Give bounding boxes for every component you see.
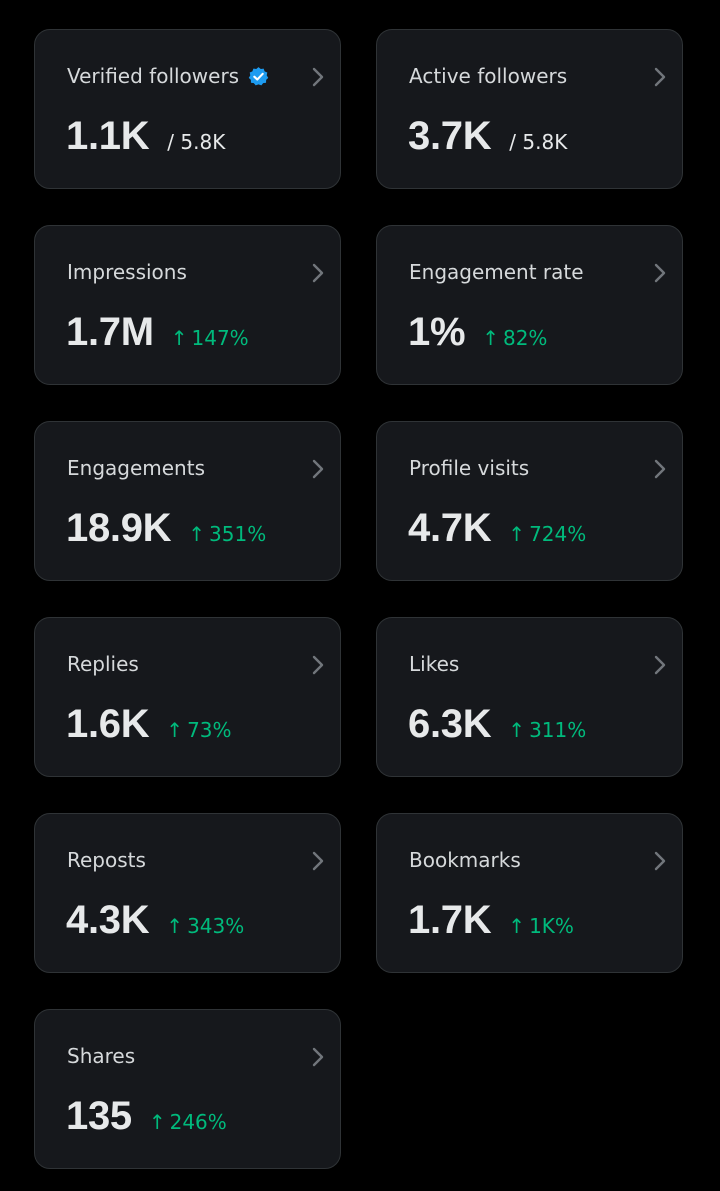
metric-change: ↑ 147%	[171, 326, 249, 350]
metric-value-row: 1.1K / 5.8K	[66, 116, 225, 156]
metric-value-row: 18.9K ↑ 351%	[66, 508, 266, 548]
metric-value: 1%	[408, 310, 466, 354]
arrow-up-icon: ↑	[508, 522, 526, 546]
metric-change-percent: 82%	[502, 326, 548, 350]
metric-change: ↑ 311%	[508, 718, 586, 742]
metric-change-percent: 147%	[191, 326, 249, 350]
metric-label: Impressions	[67, 260, 187, 284]
chevron-right-icon	[654, 67, 666, 87]
metric-total: / 5.8K	[509, 130, 568, 154]
chevron-right-icon	[654, 459, 666, 479]
chevron-right-icon	[654, 851, 666, 871]
metric-label: Engagements	[67, 456, 205, 480]
chevron-right-icon	[312, 1047, 324, 1067]
metric-card-impressions[interactable]: Impressions 1.7M ↑ 147%	[34, 225, 341, 385]
metric-change-percent: 311%	[529, 718, 587, 742]
metric-label: Profile visits	[409, 456, 530, 480]
metric-card-shares[interactable]: Shares 135 ↑ 246%	[34, 1009, 341, 1169]
metric-change-percent: 343%	[187, 914, 245, 938]
chevron-right-icon	[654, 655, 666, 675]
chevron-right-icon	[312, 459, 324, 479]
metric-value: 1.7K	[408, 898, 492, 942]
metric-value: 6.3K	[408, 702, 492, 746]
metric-value-row: 1% ↑ 82%	[408, 312, 547, 352]
metric-label: Reposts	[67, 848, 146, 872]
arrow-up-icon: ↑	[508, 718, 526, 742]
metric-change: ↑ 351%	[188, 522, 266, 546]
arrow-up-icon: ↑	[508, 914, 526, 938]
metric-value-row: 1.7K ↑ 1K%	[408, 900, 574, 940]
metric-label: Bookmarks	[409, 848, 521, 872]
metric-change-percent: 246%	[169, 1110, 227, 1134]
arrow-up-icon: ↑	[482, 326, 499, 350]
metric-change: ↑ 73%	[166, 718, 231, 742]
metric-card-likes[interactable]: Likes 6.3K ↑ 311%	[376, 617, 683, 777]
metric-label: Verified followers	[67, 64, 269, 88]
metric-value-row: 1.7M ↑ 147%	[66, 312, 249, 352]
arrow-up-icon: ↑	[170, 326, 188, 350]
metric-card-active-followers[interactable]: Active followers 3.7K / 5.8K	[376, 29, 683, 189]
metric-card-profile-visits[interactable]: Profile visits 4.7K ↑ 724%	[376, 421, 683, 581]
metric-value-row: 1.6K ↑ 73%	[66, 704, 232, 744]
metric-change: ↑ 724%	[508, 522, 586, 546]
metric-value: 1.6K	[66, 702, 150, 746]
arrow-up-icon: ↑	[188, 522, 206, 546]
metric-change: ↑ 343%	[166, 914, 244, 938]
metric-value: 4.7K	[408, 506, 492, 550]
metric-value: 1.7M	[66, 310, 154, 354]
verified-badge-icon	[248, 67, 269, 86]
metric-label: Replies	[67, 652, 139, 676]
chevron-right-icon	[654, 263, 666, 283]
metric-value: 1.1K	[66, 114, 150, 158]
chevron-right-icon	[312, 655, 324, 675]
metric-value: 135	[66, 1094, 132, 1138]
metric-card-verified-followers[interactable]: Verified followers 1.1K / 5.8K	[34, 29, 341, 189]
metric-change: ↑ 246%	[149, 1110, 227, 1134]
metric-value-row: 6.3K ↑ 311%	[408, 704, 586, 744]
metric-label: Active followers	[409, 64, 568, 88]
metric-label: Shares	[67, 1044, 136, 1068]
arrow-up-icon: ↑	[148, 1110, 166, 1134]
metric-change: ↑ 1K%	[508, 914, 574, 938]
metric-value: 18.9K	[66, 506, 172, 550]
metric-card-engagement-rate[interactable]: Engagement rate 1% ↑ 82%	[376, 225, 683, 385]
metric-value-row: 4.3K ↑ 343%	[66, 900, 244, 940]
metric-label: Likes	[409, 652, 460, 676]
metric-card-bookmarks[interactable]: Bookmarks 1.7K ↑ 1K%	[376, 813, 683, 973]
chevron-right-icon	[312, 851, 324, 871]
metric-change-percent: 351%	[209, 522, 267, 546]
metric-value-row: 3.7K / 5.8K	[408, 116, 567, 156]
metric-value-row: 135 ↑ 246%	[66, 1096, 227, 1136]
metric-change-percent: 1K%	[529, 914, 574, 938]
chevron-right-icon	[312, 67, 324, 87]
arrow-up-icon: ↑	[166, 718, 184, 742]
metric-card-reposts[interactable]: Reposts 4.3K ↑ 343%	[34, 813, 341, 973]
arrow-up-icon: ↑	[166, 914, 184, 938]
metric-card-replies[interactable]: Replies 1.6K ↑ 73%	[34, 617, 341, 777]
metric-card-engagements[interactable]: Engagements 18.9K ↑ 351%	[34, 421, 341, 581]
metric-change-percent: 724%	[529, 522, 587, 546]
metric-change-percent: 73%	[187, 718, 232, 742]
metric-label: Engagement rate	[409, 260, 584, 284]
metric-value: 3.7K	[408, 114, 492, 158]
metric-value: 4.3K	[66, 898, 150, 942]
metric-label-text: Verified followers	[67, 64, 240, 88]
metric-total: / 5.8K	[167, 130, 226, 154]
chevron-right-icon	[312, 263, 324, 283]
metric-value-row: 4.7K ↑ 724%	[408, 508, 586, 548]
metric-change: ↑ 82%	[482, 326, 547, 350]
